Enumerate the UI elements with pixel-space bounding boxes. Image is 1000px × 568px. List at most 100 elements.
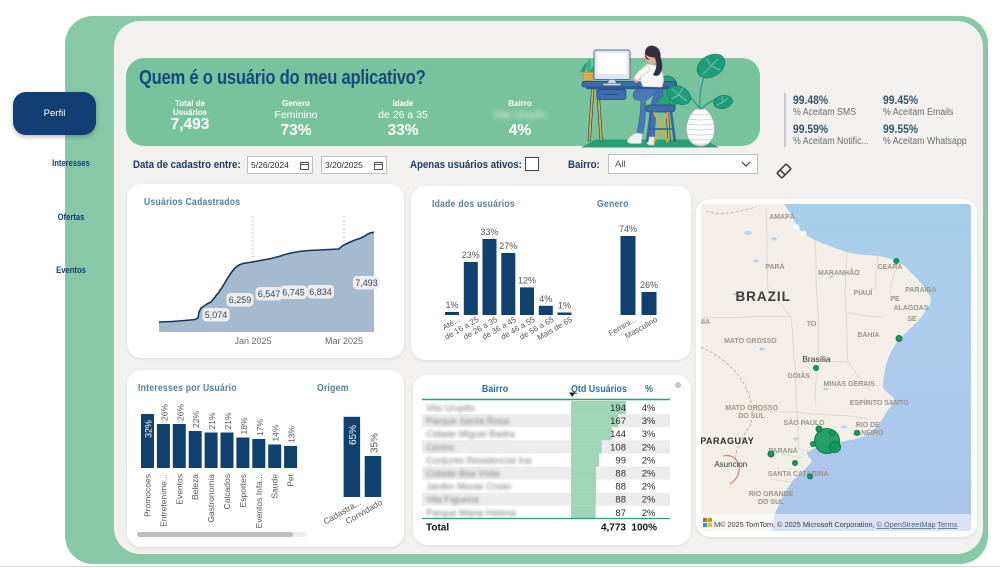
svg-text:65%: 65% <box>348 425 359 445</box>
svg-text:144: 144 <box>610 429 626 440</box>
svg-text:74%: 74% <box>619 224 637 234</box>
svg-text:3%: 3% <box>642 429 656 440</box>
svg-text:Conjunto Residencial Irai: Conjunto Residencial Irai <box>426 455 532 466</box>
svg-text:88: 88 <box>615 482 626 493</box>
svg-text:PE: PE <box>890 296 900 303</box>
svg-text:87: 87 <box>615 508 626 519</box>
svg-text:PIAUÍ: PIAUÍ <box>854 288 874 297</box>
svg-text:Esportes: Esportes <box>238 474 248 508</box>
svg-text:RIO DE: RIO DE <box>856 422 880 429</box>
svg-text:AMAPÁ: AMAPÁ <box>769 212 795 221</box>
svg-text:Entretenime...: Entretenime... <box>158 474 168 527</box>
svg-text:2%: 2% <box>642 482 656 493</box>
svg-text:5,074: 5,074 <box>205 310 228 320</box>
svg-text:R: R <box>696 212 701 219</box>
svg-text:6,834: 6,834 <box>309 287 332 297</box>
svg-text:7,493: 7,493 <box>355 278 378 288</box>
svg-text:TO: TO <box>807 321 817 328</box>
svg-text:100%: 100% <box>631 523 657 534</box>
svg-text:SÃO PAULO: SÃO PAULO <box>784 418 826 427</box>
svg-text:3%: 3% <box>642 416 656 427</box>
svg-text:NIA: NIA <box>698 319 710 326</box>
svg-text:Bairro: Bairro <box>482 383 508 395</box>
svg-text:88: 88 <box>615 495 626 506</box>
svg-text:Vila Urupês: Vila Urupês <box>426 403 475 414</box>
svg-text:108: 108 <box>610 442 626 453</box>
svg-text:Beleza: Beleza <box>190 474 200 500</box>
svg-text:4%: 4% <box>642 403 656 414</box>
svg-text:Qtd Usuários: Qtd Usuários <box>571 383 628 395</box>
svg-text:M: M <box>714 520 720 529</box>
svg-text:4,773: 4,773 <box>601 523 626 534</box>
svg-text:6,547: 6,547 <box>258 289 281 299</box>
svg-text:MARANHÃO: MARANHÃO <box>818 268 860 277</box>
svg-text:DO SUL: DO SUL <box>738 413 765 420</box>
svg-text:Pet: Pet <box>286 473 296 486</box>
svg-text:Gastronomia: Gastronomia <box>206 474 216 523</box>
svg-text:Brasília: Brasília <box>802 354 831 364</box>
svg-text:BRAZIL: BRAZIL <box>735 289 791 304</box>
svg-text:CEARÁ: CEARÁ <box>878 262 903 271</box>
svg-text:17%: 17% <box>255 419 265 436</box>
svg-text:Parque Santa Rosa: Parque Santa Rosa <box>426 416 510 427</box>
svg-text:PARÁ: PARÁ <box>765 262 784 271</box>
svg-text:35%: 35% <box>370 433 381 453</box>
svg-text:JANEIRO: JANEIRO <box>852 430 884 437</box>
svg-text:DO SUL: DO SUL <box>758 499 785 506</box>
svg-text:21%: 21% <box>207 412 217 429</box>
svg-text:Asuncion: Asuncion <box>714 460 747 469</box>
svg-text:21%: 21% <box>223 412 233 429</box>
svg-text:32%: 32% <box>144 420 154 438</box>
svg-text:26%: 26% <box>175 404 185 421</box>
svg-text:Mar 2025: Mar 2025 <box>325 336 363 346</box>
svg-text:194: 194 <box>610 403 626 414</box>
svg-text:4%: 4% <box>539 294 552 304</box>
svg-text:ALAGOAS: ALAGOAS <box>894 305 929 312</box>
svg-text:Saude: Saude <box>270 474 280 499</box>
svg-text:Promocoes: Promocoes <box>143 474 153 517</box>
svg-text:PARANÁ: PARANÁ <box>768 446 797 455</box>
svg-text:Eventos Infa...: Eventos Infa... <box>254 474 264 528</box>
svg-text:23%: 23% <box>462 250 480 260</box>
svg-text:MINAS GERAIS: MINAS GERAIS <box>824 381 876 388</box>
svg-text:Vila Figueira: Vila Figueira <box>426 495 479 506</box>
svg-text:MATO GROSSO: MATO GROSSO <box>724 338 777 345</box>
svg-text:26%: 26% <box>640 280 658 290</box>
svg-text:Jardim Monte Cristo: Jardim Monte Cristo <box>426 482 511 493</box>
svg-text:12%: 12% <box>518 275 536 285</box>
svg-text:GOIÁS: GOIÁS <box>787 371 810 380</box>
svg-text:2%: 2% <box>642 508 656 519</box>
svg-text:18%: 18% <box>239 417 249 434</box>
svg-text:RIO GRANDE: RIO GRANDE <box>749 491 794 498</box>
svg-text:PARAÍBA: PARAÍBA <box>905 285 936 294</box>
svg-text:33%: 33% <box>480 227 498 237</box>
svg-text:13%: 13% <box>287 426 297 443</box>
svg-text:22%: 22% <box>191 411 201 428</box>
svg-text:Cidade Miguel Badra: Cidade Miguel Badra <box>426 429 515 440</box>
svg-text:99: 99 <box>615 455 626 466</box>
svg-text:2%: 2% <box>642 455 656 466</box>
svg-text:%: % <box>645 383 653 395</box>
svg-text:167: 167 <box>610 416 626 427</box>
svg-text:26%: 26% <box>159 404 169 421</box>
svg-text:BAHIA: BAHIA <box>857 332 879 339</box>
svg-text:2%: 2% <box>642 469 656 480</box>
svg-text:6,745: 6,745 <box>282 288 305 298</box>
svg-text:Eventos: Eventos <box>174 474 184 505</box>
svg-text:2%: 2% <box>642 495 656 506</box>
svg-text:MATO GROSSO: MATO GROSSO <box>725 405 778 412</box>
svg-text:© 2025 TomTom, © 2025 Microsof: © 2025 TomTom, © 2025 Microsoft Corporat… <box>720 520 958 529</box>
svg-text:27%: 27% <box>499 241 517 251</box>
svg-text:SANTA CATARINA: SANTA CATARINA <box>768 471 829 478</box>
svg-text:1%: 1% <box>558 301 571 311</box>
svg-text:SE: SE <box>907 316 917 323</box>
svg-text:1%: 1% <box>445 300 458 310</box>
svg-text:Centro: Centro <box>426 442 455 453</box>
svg-text:Jan 2025: Jan 2025 <box>234 336 271 346</box>
svg-text:88: 88 <box>615 469 626 480</box>
svg-text:Calcados: Calcados <box>222 474 232 509</box>
svg-text:Total: Total <box>426 523 449 534</box>
svg-text:Cidade Boa Vista: Cidade Boa Vista <box>426 469 500 480</box>
svg-text:ESPÍRITO SANTO: ESPÍRITO SANTO <box>850 398 909 407</box>
svg-text:2%: 2% <box>642 442 656 453</box>
